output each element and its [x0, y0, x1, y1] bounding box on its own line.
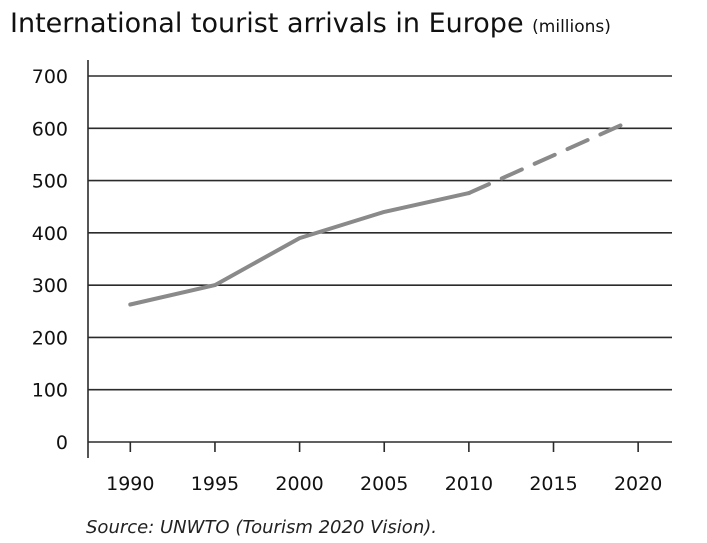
chart-title-text: International tourist arrivals in Europe	[10, 8, 524, 39]
source-note: Source: UNWTO (Tourism 2020 Vision).	[86, 517, 437, 538]
x-tick-label: 2005	[360, 473, 408, 495]
y-tick-label: 600	[32, 118, 68, 140]
x-tick-label: 2020	[614, 473, 662, 495]
x-tick-label: 2010	[445, 473, 493, 495]
series-line-projection	[466, 123, 624, 196]
chart-title: International tourist arrivals in Europe…	[10, 8, 611, 39]
y-tick-label: 700	[32, 66, 68, 88]
x-tick-label: 2015	[529, 473, 577, 495]
y-tick-label: 200	[32, 327, 68, 349]
series-line-actual	[128, 191, 471, 307]
y-tick-label: 100	[32, 380, 68, 402]
y-tick-label: 0	[56, 432, 68, 454]
y-tick-label: 500	[32, 171, 68, 193]
x-tick-label: 1995	[191, 473, 239, 495]
chart-title-unit: (millions)	[532, 17, 611, 37]
x-tick-label: 1990	[106, 473, 154, 495]
y-tick-label: 400	[32, 223, 68, 245]
y-tick-label: 300	[32, 275, 68, 297]
x-tick-label: 2000	[275, 473, 323, 495]
